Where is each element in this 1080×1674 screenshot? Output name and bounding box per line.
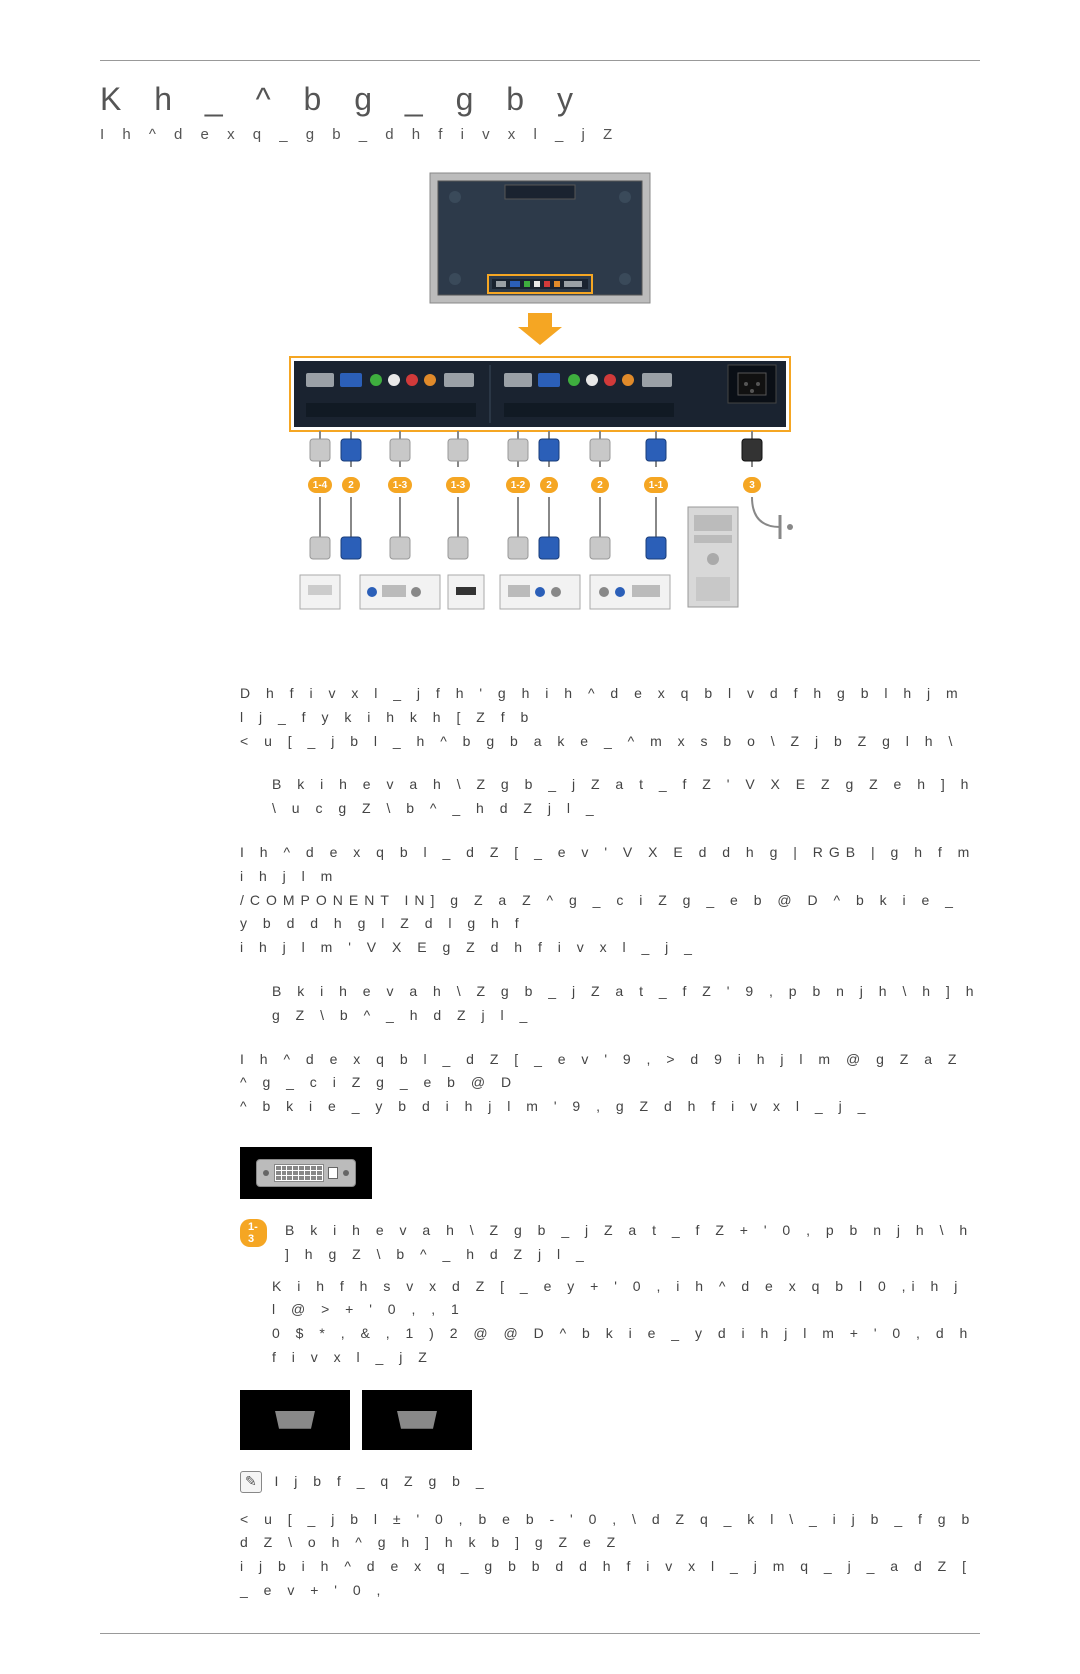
- svg-text:1-3: 1-3: [393, 480, 408, 491]
- note-label: I j b f _ q Z g b _: [274, 1473, 489, 1489]
- content-body: D h f i v x l _ j f h ' g h i h ^ d e x …: [240, 682, 980, 1603]
- svg-text:1-2: 1-2: [511, 480, 526, 491]
- svg-text:2: 2: [348, 480, 354, 491]
- note-icon: [240, 1471, 262, 1493]
- section1-body: I h ^ d e x q b l _ d Z [ _ e v ' V X E …: [240, 841, 980, 960]
- section3-body: K i h f h s v x d Z [ _ e y + ' 0 , i h …: [272, 1275, 980, 1370]
- note-row: I j b f _ q Z g b _: [240, 1470, 980, 1494]
- svg-text:2: 2: [546, 480, 552, 491]
- bottom-rule: [100, 1633, 980, 1634]
- top-rule: [100, 60, 980, 61]
- svg-text:3: 3: [749, 480, 755, 491]
- svg-text:1-4: 1-4: [313, 480, 328, 491]
- section2-body: I h ^ d e x q b l _ d Z [ _ e v ' 9 , > …: [240, 1048, 980, 1119]
- dvi-port-illustration: [240, 1147, 372, 1199]
- svg-text:2: 2: [597, 480, 603, 491]
- svg-text:1-3: 1-3: [451, 480, 466, 491]
- hdmi-port-illustration: [240, 1390, 980, 1450]
- section2-heading: B k i h e v a h \ Z g b _ j Z a t _ f Z …: [272, 980, 980, 1028]
- page-title: K h _ ^ b g _ g b y: [100, 81, 980, 118]
- page-subtitle: I h ^ d e x q _ g b _ d h f i v x l _ j …: [100, 126, 980, 143]
- badge-1-3: 1-3: [240, 1219, 267, 1247]
- intro-paragraph: D h f i v x l _ j f h ' g h i h ^ d e x …: [240, 682, 980, 753]
- section3-heading: B k i h e v a h \ Z g b _ j Z a t _ f Z …: [285, 1219, 980, 1267]
- connection-diagram: 1-4 2 1-3 1-3 1-2 2 2 1-1 3: [100, 167, 980, 652]
- svg-text:1-1: 1-1: [649, 480, 664, 491]
- diagram-svg: 1-4 2 1-3 1-3 1-2 2 2 1-1 3: [280, 167, 800, 647]
- note-body: < u [ _ j b l ± ' 0 , b e b - ' 0 , \ d …: [240, 1508, 980, 1603]
- section1-heading: B k i h e v a h \ Z g b _ j Z a t _ f Z …: [272, 773, 980, 821]
- section3-row: 1-3 B k i h e v a h \ Z g b _ j Z a t _ …: [240, 1219, 980, 1267]
